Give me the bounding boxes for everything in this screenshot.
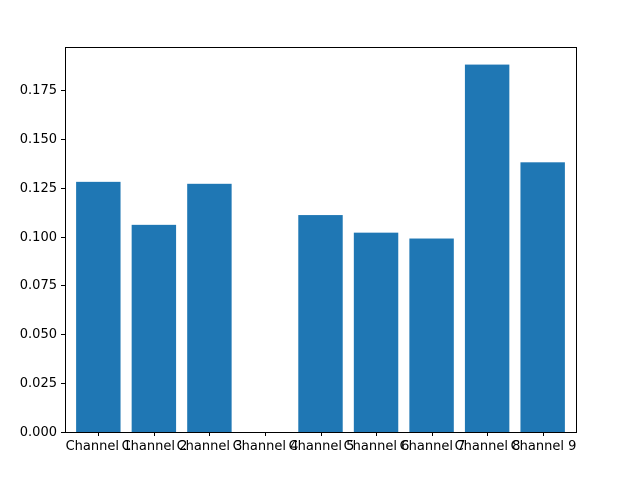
plot-frame (65, 47, 577, 433)
bar-7 (409, 238, 454, 432)
bar-6 (353, 232, 399, 432)
y-tick-label: 0.075 (20, 278, 57, 293)
x-tick-label: Channel 5 (289, 439, 355, 454)
y-axis: 0.000 0.025 0.050 0.075 0.100 0.125 0.150 0.175 (20, 83, 65, 440)
bar-1 (76, 181, 121, 432)
x-tick-label: Channel 8 (455, 439, 521, 454)
y-tick-label: 0.150 (20, 132, 57, 147)
y-tick-label: 0.175 (20, 83, 57, 98)
bar-2 (131, 224, 177, 432)
x-tick-label: Channel 4 (233, 439, 299, 454)
bars-group (76, 64, 565, 432)
y-tick-label: 0.050 (20, 327, 57, 342)
x-tick-label: Channel 7 (400, 439, 466, 454)
x-tick-label: Channel 3 (177, 439, 243, 454)
bar-3 (187, 183, 232, 432)
x-tick-label: Channel 6 (344, 439, 410, 454)
x-tick-label: Channel 9 (511, 439, 577, 454)
y-tick-label: 0.025 (20, 376, 57, 391)
y-tick-label: 0.000 (20, 425, 57, 440)
bar-9 (520, 162, 565, 432)
y-tick-label: 0.125 (20, 181, 57, 196)
bar-5 (298, 215, 343, 432)
x-tick-label: Channel 1 (66, 439, 132, 454)
x-tick-label: Channel 2 (122, 439, 188, 454)
bar-8 (464, 64, 510, 432)
y-tick-label: 0.100 (20, 230, 57, 245)
